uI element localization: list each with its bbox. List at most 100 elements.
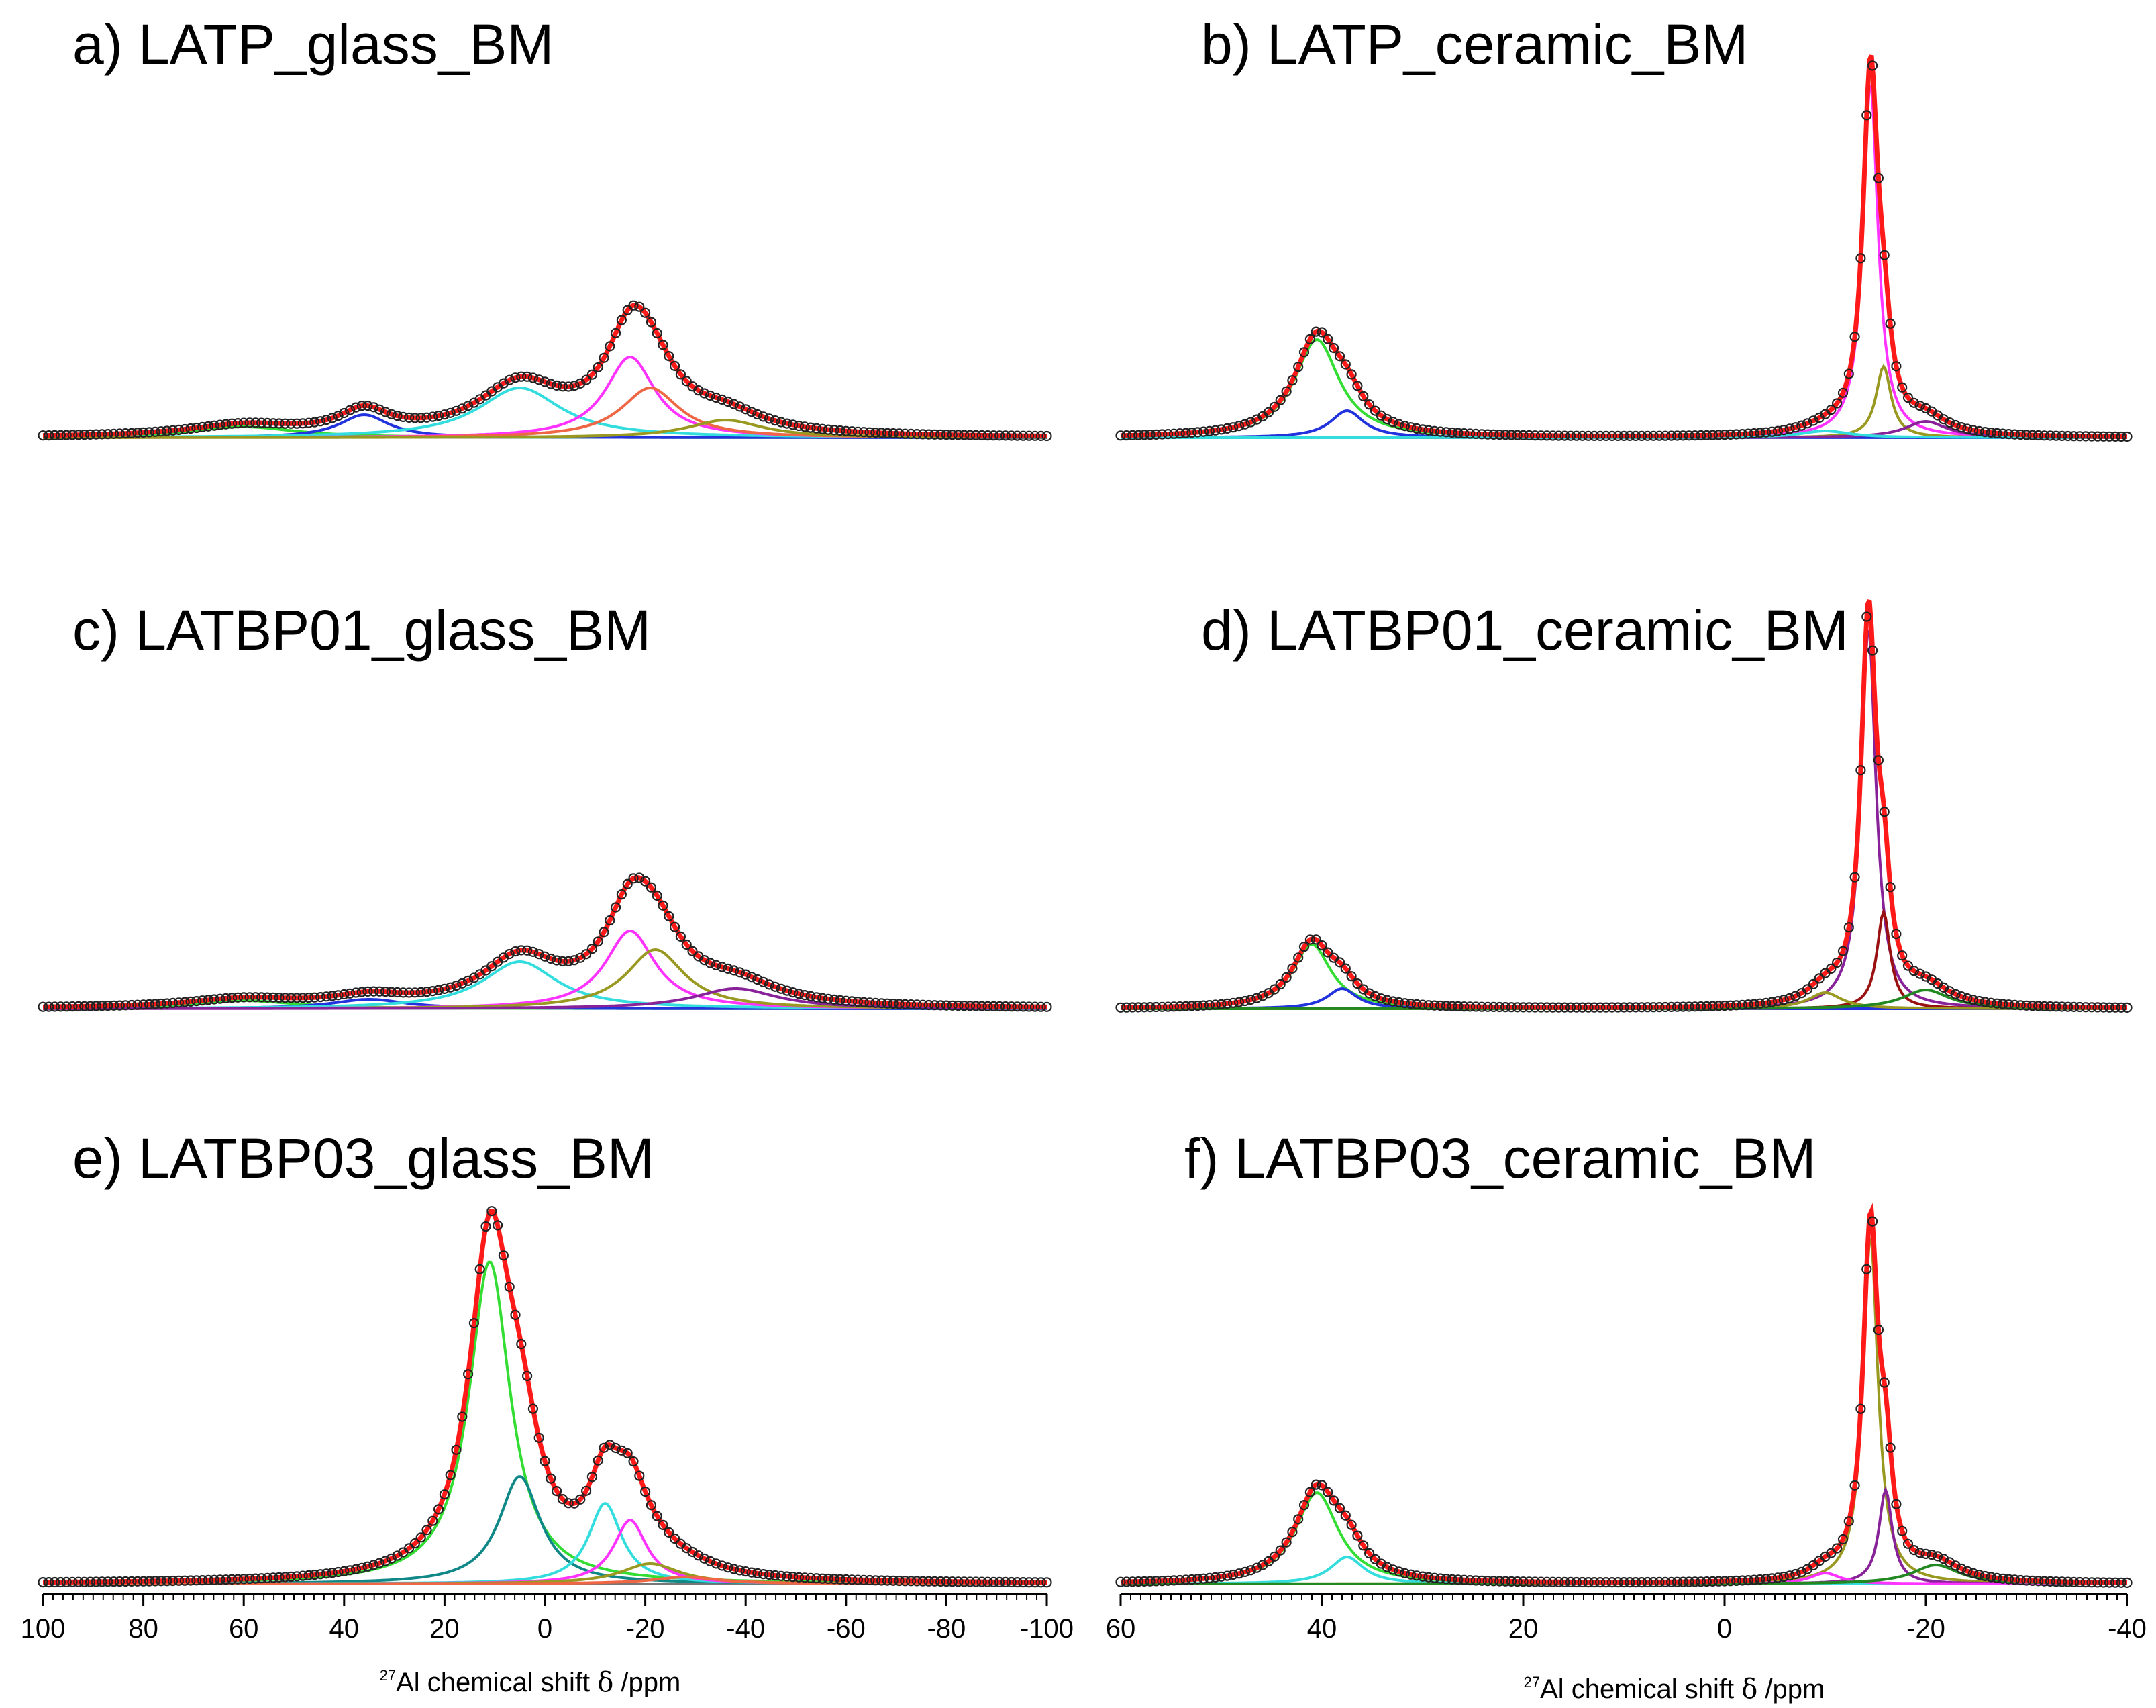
data-point	[776, 417, 786, 428]
data-point	[221, 993, 232, 1004]
data-point	[628, 1456, 639, 1467]
data-point	[516, 371, 527, 382]
data-point	[959, 1576, 970, 1587]
data-point	[1210, 425, 1221, 436]
data-point	[758, 411, 769, 422]
tick-label: 20	[1508, 1614, 1539, 1644]
data-point	[327, 1568, 338, 1578]
data-point	[1133, 1002, 1144, 1013]
data-point	[451, 1444, 462, 1455]
tick-label: -40	[726, 1614, 765, 1644]
data-point	[1000, 1576, 1011, 1587]
data-point	[1323, 1487, 1333, 1497]
data-point	[1151, 1576, 1162, 1587]
data-point	[1666, 430, 1677, 441]
data-point	[1012, 430, 1023, 441]
data-point	[1986, 1572, 1996, 1583]
data-point	[752, 1568, 763, 1578]
data-point	[569, 955, 580, 966]
data-point	[2122, 1577, 2133, 1588]
data-point	[1399, 998, 1410, 1009]
data-point	[882, 1575, 893, 1586]
data-point	[1035, 1577, 1046, 1588]
data-point	[433, 1504, 444, 1515]
data-point	[1897, 1525, 1908, 1536]
data-point	[1041, 430, 1052, 442]
data-point	[1908, 966, 1919, 976]
data-point	[1612, 1002, 1623, 1013]
data-point	[616, 315, 627, 325]
data-point	[835, 425, 845, 436]
data-point	[1648, 1002, 1659, 1013]
data-point	[1157, 1001, 1168, 1012]
data-point	[1600, 1002, 1612, 1013]
data-point	[1973, 425, 1984, 437]
data-point	[1029, 1577, 1041, 1588]
data-point	[1897, 950, 1908, 961]
data-point	[374, 404, 385, 415]
data-point	[1784, 993, 1795, 1003]
panel-title: d) LATBP01_ceramic_BM	[1201, 599, 1849, 662]
data-point	[403, 412, 415, 423]
data-point	[752, 974, 763, 985]
data-point	[1151, 1001, 1162, 1013]
data-point	[79, 1001, 90, 1011]
data-point	[1867, 645, 1878, 656]
data-point	[734, 401, 746, 412]
data-point	[1973, 1570, 1984, 1580]
data-point	[1743, 999, 1753, 1010]
data-point	[817, 993, 828, 1003]
data-point	[1476, 429, 1487, 440]
data-point	[1512, 1576, 1523, 1587]
data-point	[1488, 1576, 1499, 1587]
data-point	[947, 430, 958, 440]
data-point	[599, 352, 609, 363]
data-point	[1145, 1001, 1156, 1013]
data-point	[1553, 1002, 1564, 1013]
data-point	[1227, 997, 1239, 1008]
data-point	[291, 1571, 302, 1582]
data-point	[1701, 1576, 1712, 1587]
data-point	[1293, 1514, 1304, 1525]
data-point	[2009, 1574, 2020, 1585]
data-point	[1772, 425, 1783, 436]
data-point	[1233, 1568, 1245, 1579]
data-point	[652, 1511, 662, 1521]
data-point	[1012, 1577, 1023, 1588]
data-point	[593, 362, 603, 373]
data-point	[664, 350, 674, 362]
data-point	[1459, 1574, 1470, 1585]
data-point	[758, 976, 769, 987]
data-point	[1488, 1001, 1499, 1013]
data-point	[1725, 429, 1736, 440]
data-point	[900, 999, 911, 1009]
data-point	[2039, 1576, 2050, 1587]
data-point	[888, 1575, 899, 1586]
data-point	[55, 430, 66, 440]
data-point	[1583, 430, 1594, 441]
data-point	[858, 997, 869, 1007]
data-point	[764, 1570, 775, 1580]
data-point	[168, 997, 178, 1009]
data-point	[203, 995, 213, 1005]
data-point	[1198, 426, 1209, 437]
data-point	[144, 1576, 154, 1587]
data-point	[959, 430, 970, 440]
data-point	[941, 1000, 952, 1011]
data-point	[533, 374, 544, 385]
component-peak-magenta	[1121, 85, 2127, 439]
data-point	[1595, 1577, 1606, 1588]
data-point	[286, 1571, 297, 1582]
data-point	[1778, 995, 1789, 1005]
tick-label: 80	[128, 1614, 158, 1644]
data-point	[1429, 425, 1440, 436]
data-point	[1565, 430, 1576, 441]
data-point	[1535, 1576, 1547, 1587]
data-point	[586, 944, 598, 954]
data-point	[1405, 999, 1416, 1009]
data-point	[415, 1532, 426, 1543]
data-point	[1186, 1574, 1197, 1585]
data-point	[427, 1515, 438, 1526]
tick-label: 40	[1307, 1614, 1337, 1644]
data-point	[669, 921, 680, 932]
